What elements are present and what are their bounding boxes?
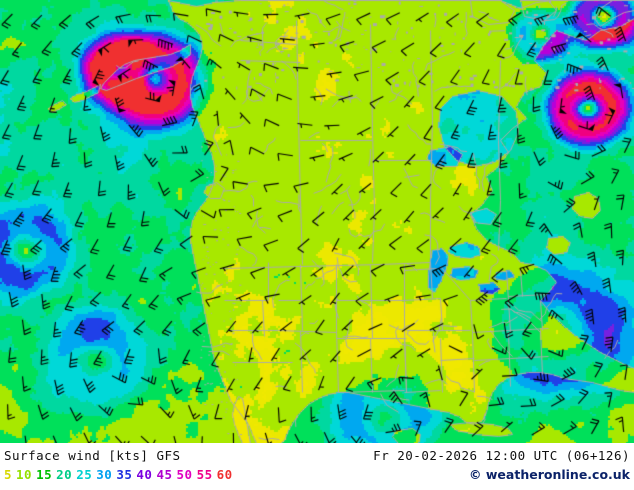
product-title: Surface wind [kts] GFS bbox=[4, 448, 181, 463]
legend-tick-50: 50 bbox=[176, 467, 193, 482]
legend-tick-30: 30 bbox=[96, 467, 113, 482]
legend-tick-60: 60 bbox=[216, 467, 233, 482]
legend-tick-20: 20 bbox=[56, 467, 73, 482]
copyright-label: © weatheronline.co.uk bbox=[469, 467, 630, 482]
color-scale-legend: 5 10 15 20 25 30 35 40 45 50 55 60 bbox=[4, 467, 237, 482]
wind-speed-shaded-field bbox=[0, 0, 634, 443]
weather-map[interactable] bbox=[0, 0, 634, 443]
legend-tick-35: 35 bbox=[116, 467, 133, 482]
legend-tick-40: 40 bbox=[136, 467, 153, 482]
map-footer: Surface wind [kts] GFS Fr 20-02-2026 12:… bbox=[0, 443, 634, 490]
legend-tick-45: 45 bbox=[156, 467, 173, 482]
legend-tick-55: 55 bbox=[196, 467, 213, 482]
valid-time-label: Fr 20-02-2026 12:00 UTC (06+126) bbox=[373, 448, 630, 463]
legend-tick-25: 25 bbox=[76, 467, 93, 482]
legend-tick-15: 15 bbox=[36, 467, 53, 482]
legend-tick-10: 10 bbox=[16, 467, 33, 482]
legend-tick-5: 5 bbox=[4, 467, 13, 482]
